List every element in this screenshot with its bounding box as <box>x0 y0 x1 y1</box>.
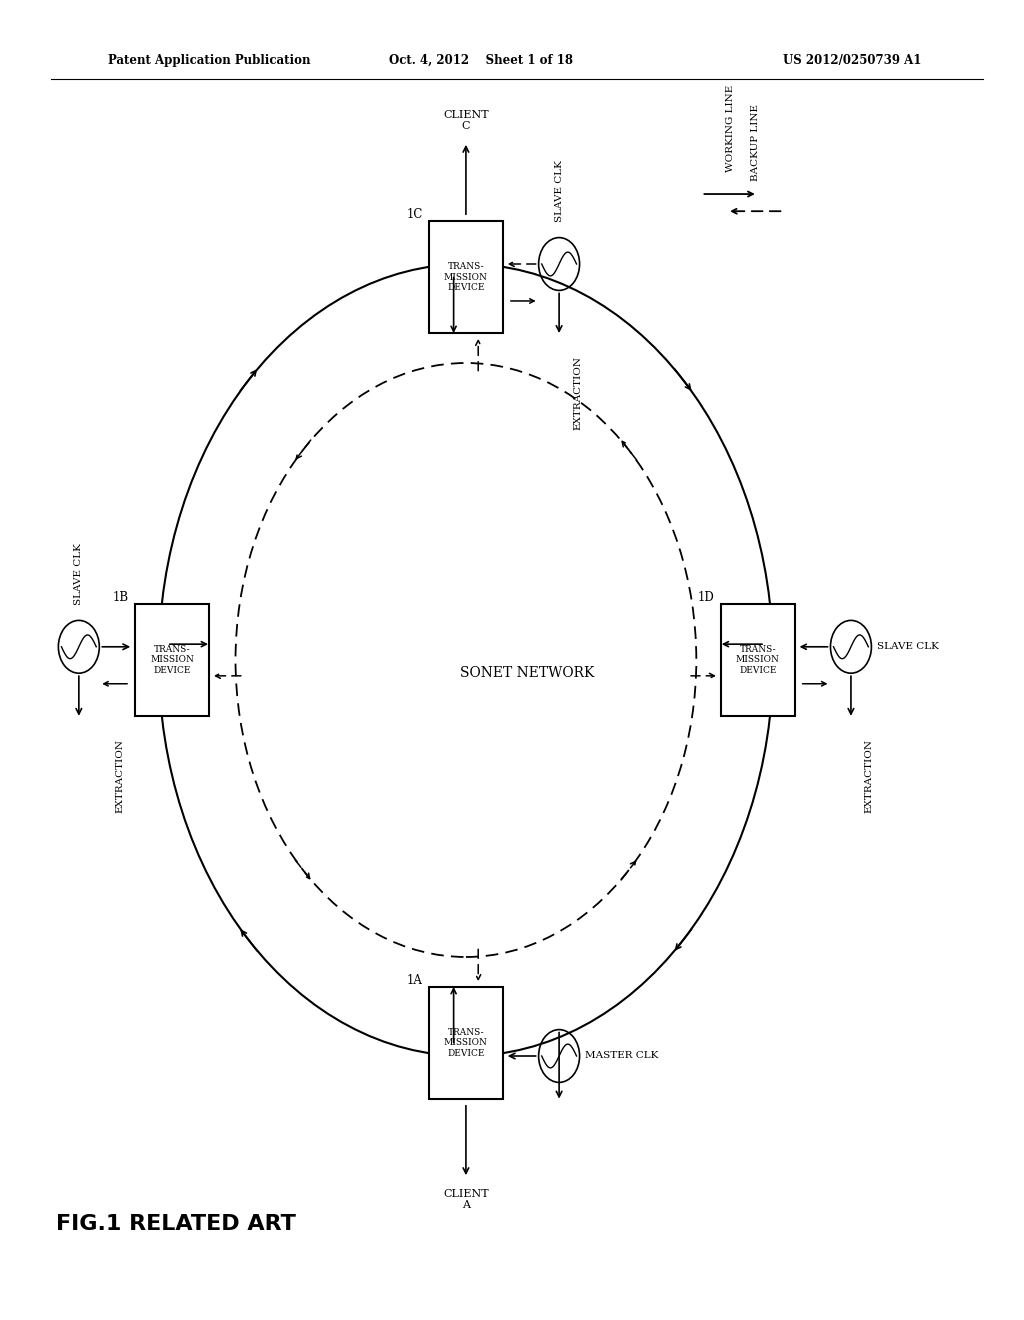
Text: Patent Application Publication: Patent Application Publication <box>108 54 310 67</box>
Text: CLIENT
C: CLIENT C <box>443 110 488 131</box>
Text: CLIENT
A: CLIENT A <box>443 1189 488 1210</box>
FancyBboxPatch shape <box>135 605 209 715</box>
Text: EXTRACTION: EXTRACTION <box>865 739 873 813</box>
Text: SLAVE CLK: SLAVE CLK <box>555 160 563 222</box>
Text: TRANS-
MISSION
DEVICE: TRANS- MISSION DEVICE <box>444 263 487 292</box>
Text: SLAVE CLK: SLAVE CLK <box>75 543 83 605</box>
Text: EXTRACTION: EXTRACTION <box>573 356 582 430</box>
Text: FIG.1 RELATED ART: FIG.1 RELATED ART <box>56 1214 296 1234</box>
Text: EXTRACTION: EXTRACTION <box>116 739 124 813</box>
Text: WORKING LINE: WORKING LINE <box>726 84 734 172</box>
FancyBboxPatch shape <box>721 605 795 715</box>
FancyBboxPatch shape <box>429 987 503 1098</box>
Text: 1B: 1B <box>113 591 129 605</box>
Text: SONET NETWORK: SONET NETWORK <box>460 667 595 680</box>
Text: TRANS-
MISSION
DEVICE: TRANS- MISSION DEVICE <box>444 1028 487 1057</box>
Text: BACKUP LINE: BACKUP LINE <box>752 104 760 181</box>
Text: 1C: 1C <box>407 209 423 220</box>
Text: 1A: 1A <box>407 974 423 987</box>
Text: US 2012/0250739 A1: US 2012/0250739 A1 <box>783 54 922 67</box>
FancyBboxPatch shape <box>429 220 503 333</box>
Text: MASTER CLK: MASTER CLK <box>585 1052 658 1060</box>
Text: Oct. 4, 2012    Sheet 1 of 18: Oct. 4, 2012 Sheet 1 of 18 <box>389 54 573 67</box>
Text: SLAVE CLK: SLAVE CLK <box>877 643 938 651</box>
Text: TRANS-
MISSION
DEVICE: TRANS- MISSION DEVICE <box>151 645 194 675</box>
Text: TRANS-
MISSION
DEVICE: TRANS- MISSION DEVICE <box>736 645 779 675</box>
Text: 1D: 1D <box>698 591 715 605</box>
